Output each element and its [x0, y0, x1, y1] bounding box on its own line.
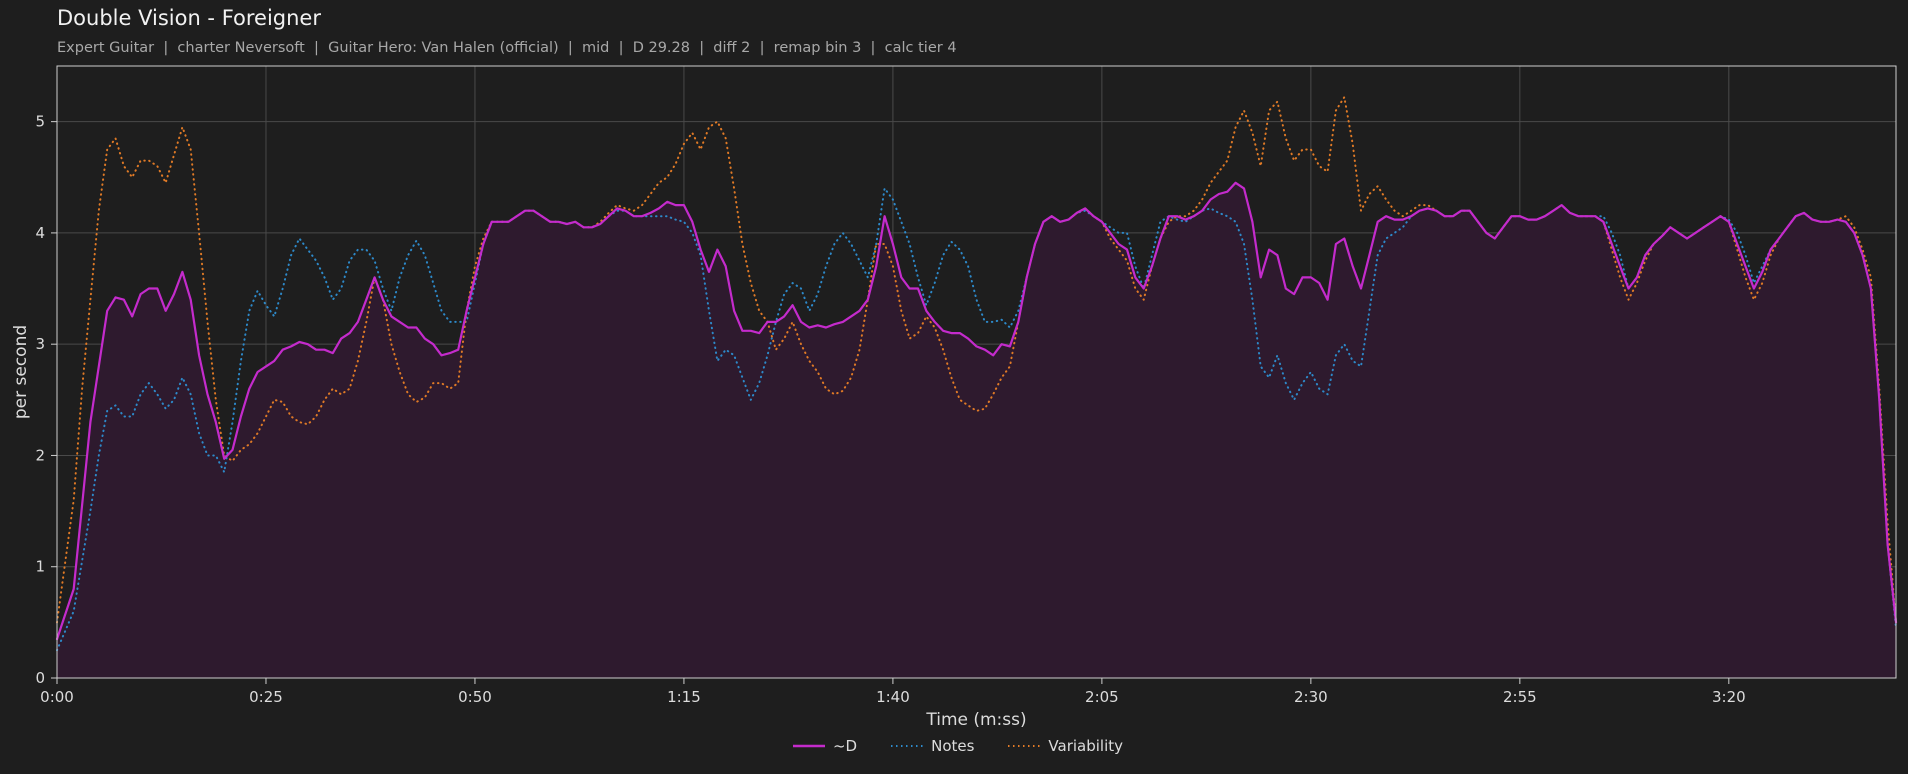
area-fill-d	[57, 182, 1896, 679]
chart-legend: ~D Notes Variability	[0, 737, 1908, 755]
y-tick-label: 4	[35, 224, 45, 242]
area-fills	[57, 182, 1896, 679]
x-tick-label: 1:15	[667, 688, 701, 706]
legend-item-d: ~D	[792, 737, 858, 755]
x-tick-label: 2:55	[1503, 688, 1537, 706]
x-tick-label: 2:30	[1294, 688, 1328, 706]
x-tick-label: 3:20	[1712, 688, 1746, 706]
legend-label-notes: Notes	[931, 737, 975, 755]
y-axis-label: per second	[11, 325, 31, 419]
series-lines	[55, 96, 1898, 652]
x-tick-label: 2:05	[1085, 688, 1119, 706]
y-tick-label: 0	[35, 669, 45, 687]
x-tick-label: 0:25	[249, 688, 283, 706]
y-axis-ticks: 0 1 2 3 4 5	[35, 113, 57, 687]
x-tick-label: 0:00	[40, 688, 74, 706]
legend-item-notes: Notes	[891, 737, 974, 755]
y-tick-label: 5	[35, 113, 45, 131]
legend-swatch-variability	[1008, 745, 1041, 747]
x-axis-label: Time (m:ss)	[925, 710, 1026, 730]
legend-label-d: ~D	[832, 737, 858, 755]
legend-swatch-notes	[891, 745, 924, 747]
x-axis-ticks: 0:00 0:25 0:50 1:15 1:40 2:05 2:30 2:55 3:20	[40, 678, 1746, 706]
y-tick-label: 2	[35, 446, 45, 464]
y-tick-label: 1	[35, 558, 45, 576]
legend-item-variability: Variability	[1008, 737, 1123, 755]
x-tick-label: 0:50	[458, 688, 492, 706]
legend-swatch-d	[792, 744, 825, 748]
legend-label-variability: Variability	[1048, 737, 1124, 755]
x-tick-label: 1:40	[876, 688, 910, 706]
series-line-d	[55, 181, 1898, 641]
chart-subtitle: Expert Guitar | charter Neversoft | Guit…	[57, 40, 957, 56]
y-tick-label: 3	[35, 335, 45, 353]
chart-title: Double Vision - Foreigner	[57, 6, 321, 30]
plot-frame	[56, 65, 1897, 679]
